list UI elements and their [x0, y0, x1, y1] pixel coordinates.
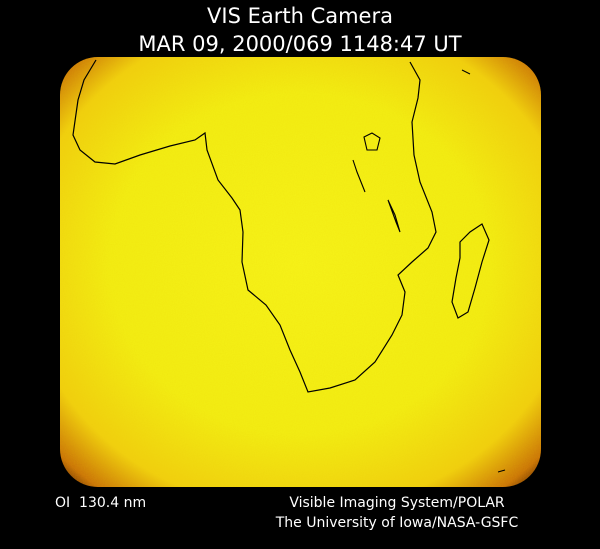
timestamp: MAR 09, 2000/069 1148:47 UT — [138, 32, 461, 56]
title: VIS Earth Camera — [207, 4, 393, 28]
lake — [363, 132, 381, 151]
madagascar — [451, 223, 490, 319]
lake — [387, 199, 401, 233]
coastline-fragment — [461, 69, 471, 75]
coastline-fragment — [497, 469, 506, 473]
credit-line: The University of Iowa/NASA-GSFC — [275, 515, 519, 531]
coastline — [72, 59, 437, 393]
lake — [352, 159, 366, 193]
filter-label: OI 130.4 nm — [55, 495, 146, 511]
image-noise — [60, 57, 541, 487]
credit-line: Visible Imaging System/POLAR — [289, 495, 505, 511]
